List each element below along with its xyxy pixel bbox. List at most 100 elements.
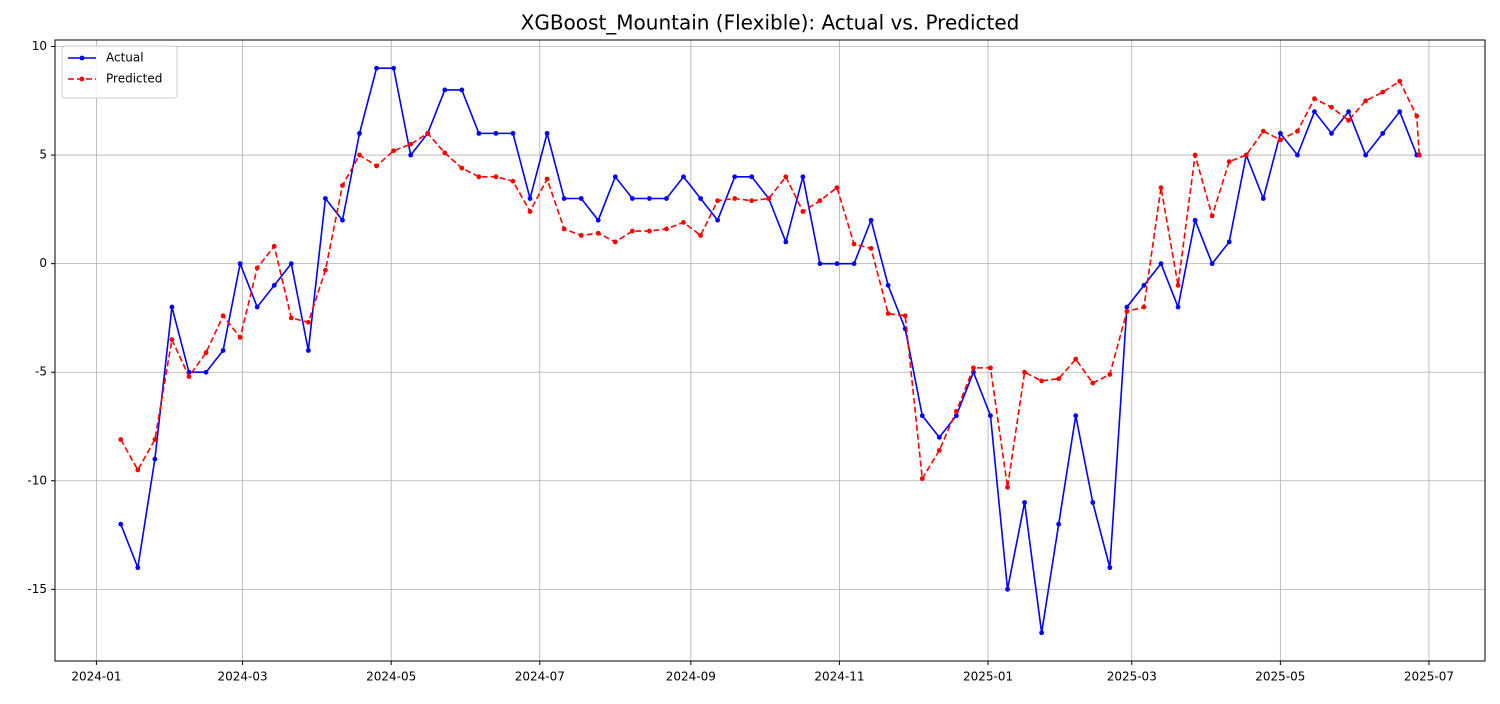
data-point — [1243, 152, 1249, 158]
data-point — [1346, 109, 1351, 115]
data-point — [1158, 185, 1164, 191]
data-point — [527, 209, 533, 214]
data-point — [800, 174, 806, 180]
data-point — [340, 183, 345, 188]
data-point — [783, 239, 789, 245]
data-point — [732, 196, 738, 201]
data-point — [118, 437, 124, 442]
data-point — [169, 304, 175, 310]
data-point — [305, 319, 311, 325]
data-point — [919, 476, 925, 482]
data-point — [647, 228, 652, 234]
data-point — [851, 241, 857, 247]
data-point — [953, 408, 959, 414]
data-point — [510, 130, 516, 136]
data-point — [1277, 130, 1283, 136]
y-tick-label: -10 — [27, 473, 47, 487]
data-point — [340, 217, 345, 223]
data-point — [357, 152, 362, 158]
data-point — [749, 198, 755, 204]
data-point — [1192, 152, 1198, 158]
data-point — [1226, 159, 1232, 164]
data-point — [1397, 109, 1403, 115]
data-point — [664, 196, 669, 201]
y-tick-label: 0 — [39, 256, 47, 270]
data-point — [271, 243, 277, 249]
data-point — [374, 163, 379, 169]
data-point — [459, 165, 465, 171]
data-point — [612, 239, 618, 245]
data-point — [834, 185, 840, 191]
data-point — [442, 87, 448, 93]
data-point — [988, 365, 993, 371]
data-point — [476, 174, 482, 180]
data-point — [971, 365, 976, 371]
data-point — [391, 65, 397, 71]
data-point — [1141, 282, 1147, 288]
data-point — [1295, 128, 1300, 134]
legend-label: Predicted — [106, 72, 162, 86]
data-point — [237, 335, 243, 340]
data-point — [459, 87, 465, 93]
data-point — [1073, 356, 1079, 362]
data-point — [1363, 152, 1369, 158]
data-point — [425, 130, 431, 136]
data-point — [1175, 304, 1181, 310]
data-point — [1039, 630, 1045, 636]
data-point — [1226, 239, 1232, 245]
data-point — [271, 282, 277, 288]
data-point — [1277, 137, 1283, 143]
data-point — [186, 374, 192, 379]
data-point — [1295, 152, 1300, 158]
data-point — [578, 233, 584, 238]
data-point — [408, 141, 414, 147]
data-point — [664, 226, 669, 232]
data-point — [578, 196, 584, 201]
data-point — [1329, 104, 1334, 110]
data-point — [1022, 500, 1027, 505]
legend: Actual Predicted — [61, 45, 178, 99]
data-point — [1090, 380, 1096, 386]
data-point — [902, 313, 908, 319]
data-point — [612, 174, 618, 180]
data-point — [936, 447, 942, 453]
x-tick-label: 2025-05 — [1255, 670, 1305, 684]
x-tick-label: 2024-11 — [814, 670, 864, 684]
data-point — [1312, 96, 1317, 102]
data-point — [1005, 484, 1010, 490]
data-point — [220, 348, 226, 353]
data-point — [391, 148, 397, 154]
data-point — [1260, 196, 1266, 201]
data-point — [561, 226, 567, 232]
data-point — [715, 217, 721, 223]
data-point — [152, 437, 158, 442]
data-point — [868, 217, 874, 223]
x-tick-label: 2025-01 — [963, 670, 1013, 684]
data-point — [442, 150, 448, 156]
data-point — [1107, 565, 1113, 571]
data-point — [1090, 500, 1096, 505]
data-point — [1107, 371, 1113, 377]
chart-title: XGBoost_Mountain (Flexible): Actual vs. … — [521, 11, 1020, 35]
x-tick-label: 2024-03 — [218, 670, 268, 684]
data-point — [595, 217, 601, 223]
data-point — [732, 174, 738, 180]
plot-frame — [54, 39, 1486, 662]
data-point — [681, 174, 686, 180]
data-point — [681, 219, 686, 225]
data-point — [1346, 117, 1351, 123]
data-point — [715, 198, 721, 204]
data-point — [135, 467, 141, 473]
legend-box — [61, 45, 178, 99]
data-point — [766, 196, 772, 201]
data-point — [1380, 130, 1386, 136]
data-point — [647, 196, 652, 201]
data-point — [561, 196, 567, 201]
data-point — [254, 304, 260, 310]
data-point — [1175, 282, 1181, 288]
data-point — [1416, 152, 1422, 158]
data-point — [868, 246, 874, 251]
data-point — [408, 152, 414, 158]
data-point — [698, 196, 703, 201]
